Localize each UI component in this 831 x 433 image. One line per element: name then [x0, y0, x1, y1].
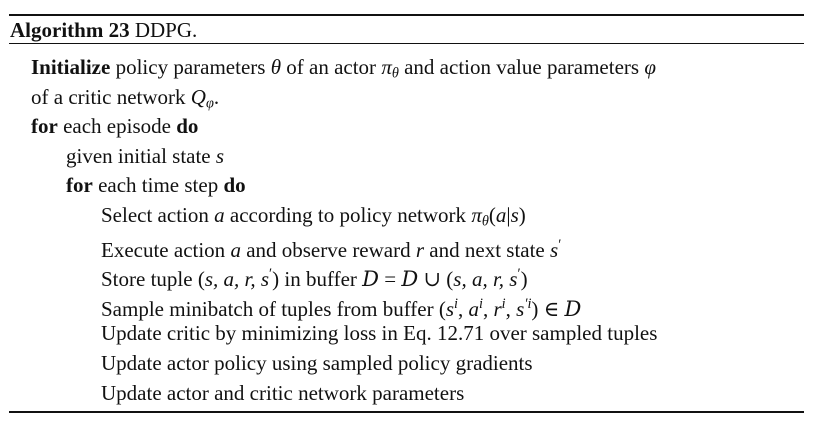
math-symbol: ′i: [524, 295, 532, 312]
math-symbol: a: [468, 296, 480, 321]
math-symbol: π: [471, 203, 482, 227]
line-text: of an actor: [281, 55, 382, 79]
algorithm-line: for each time step do: [66, 172, 246, 198]
algorithm-line: Select action a according to policy netw…: [101, 202, 526, 235]
math-symbol: φ: [205, 95, 214, 112]
math-symbol: a: [495, 203, 507, 227]
line-text: (: [488, 203, 496, 227]
keyword: for: [31, 114, 58, 139]
algorithm-caption: Algorithm 23 DDPG.: [10, 17, 197, 43]
line-text: ,: [458, 296, 469, 321]
algorithm-line: Update actor policy using sampled policy…: [101, 350, 533, 376]
math-symbol: s: [516, 296, 525, 321]
algorithm-line: given initial state s: [66, 143, 224, 169]
bottom-rule: [9, 411, 804, 413]
line-text: and next state: [424, 237, 551, 262]
line-text: according to policy network: [224, 203, 472, 227]
algorithm-line: Sample minibatch of tuples from buffer (…: [101, 291, 581, 322]
math-symbol: s: [510, 203, 519, 227]
line-text: and action value parameters: [398, 55, 645, 79]
line-text: Update critic by minimizing loss in Eq. …: [101, 321, 658, 346]
math-symbol: π: [381, 55, 392, 79]
math-symbol: i: [454, 295, 459, 312]
math-symbol: i: [501, 295, 506, 312]
line-text: ′: [558, 236, 562, 253]
math-symbol: θ: [481, 213, 489, 230]
top-rule: [9, 14, 804, 16]
math-symbol: Q: [190, 84, 206, 109]
keyword: Initialize: [31, 55, 111, 79]
algorithm-line: Update critic by minimizing loss in Eq. …: [101, 320, 657, 346]
line-text: Select action: [101, 203, 215, 227]
line-text: .: [213, 84, 220, 109]
line-text: Store tuple (: [101, 267, 205, 292]
line-text: each time step: [92, 173, 224, 198]
math-symbol: a: [230, 237, 241, 262]
algorithm-line: Update actor and critic network paramete…: [101, 380, 464, 406]
math-symbol: a: [214, 203, 225, 227]
math-symbol: θ: [270, 55, 282, 79]
line-text: ): [518, 203, 526, 227]
line-text: of a critic network: [31, 84, 191, 109]
line-text: ′: [269, 266, 273, 283]
line-text: Sample minibatch of tuples from buffer (: [101, 296, 446, 321]
math-symbol: s, a, r, s: [453, 267, 518, 292]
line-text: ,: [482, 296, 494, 321]
math-symbol: s: [445, 296, 455, 321]
line-text: Execute action: [101, 237, 231, 262]
math-symbol: D: [564, 296, 582, 321]
line-text: =: [378, 267, 402, 292]
line-text: and observe reward: [240, 237, 416, 262]
caption-rule: [9, 43, 804, 44]
math-symbol: s: [215, 143, 225, 168]
line-text: ∪ (: [418, 267, 454, 292]
math-symbol: D: [362, 267, 379, 292]
math-symbol: r: [415, 237, 425, 262]
line-text: ,: [505, 296, 517, 321]
algorithm-label: Algorithm 23: [10, 18, 130, 42]
algorithm-line: Initialize policy parameters θ of an act…: [31, 54, 656, 87]
line-text: Update actor and critic network paramete…: [101, 380, 465, 405]
algorithm-line: Store tuple (s, a, r, s′) in buffer D = …: [101, 261, 528, 292]
keyword: for: [66, 173, 93, 198]
math-symbol: s, a, r, s: [204, 267, 270, 292]
keyword: do: [223, 173, 246, 198]
line-text: ) ∈: [531, 296, 565, 321]
math-symbol: θ: [391, 65, 399, 82]
line-text: given initial state: [66, 143, 216, 168]
algorithm-name: DDPG.: [134, 18, 198, 42]
math-symbol: s: [550, 237, 559, 262]
math-symbol: D: [401, 267, 419, 292]
line-text: ′: [517, 266, 521, 283]
line-text: ): [520, 267, 528, 292]
keyword: do: [176, 114, 199, 139]
line-text: policy parameters: [110, 55, 271, 79]
line-text: |: [506, 203, 511, 227]
math-symbol: r: [493, 296, 502, 321]
line-text: ) in buffer: [272, 267, 363, 292]
algorithm-line: for each episode do: [31, 113, 198, 139]
math-symbol: φ: [644, 55, 656, 79]
math-symbol: i: [479, 295, 483, 312]
line-text: Update actor policy using sampled policy…: [101, 351, 533, 375]
algorithm-line: of a critic network Qφ.: [31, 84, 219, 117]
algorithm-line: Execute action a and observe reward r an…: [101, 232, 561, 263]
line-text: each episode: [57, 114, 177, 139]
